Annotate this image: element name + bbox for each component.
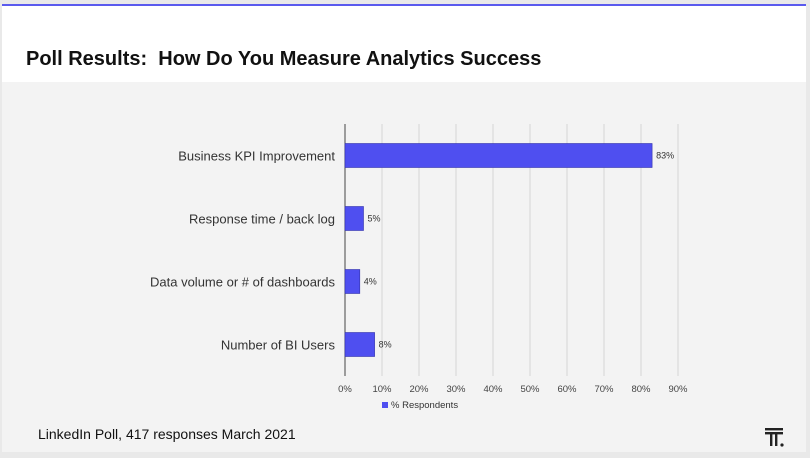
x-tick-label: 60% bbox=[557, 384, 577, 395]
bar bbox=[344, 206, 364, 231]
x-tick-label: 10% bbox=[372, 384, 392, 395]
category-label: Data volume or # of dashboards bbox=[150, 275, 335, 290]
legend-label: % Respondents bbox=[391, 400, 458, 411]
x-tick-label: 20% bbox=[409, 384, 429, 395]
footer-source: LinkedIn Poll, 417 responses March 2021 bbox=[38, 426, 296, 442]
x-tick-label: 0% bbox=[338, 384, 352, 395]
x-tick-label: 50% bbox=[520, 384, 540, 395]
data-label: 83% bbox=[656, 151, 674, 161]
bar bbox=[344, 269, 361, 294]
slide-title: Poll Results: How Do You Measure Analyti… bbox=[26, 48, 542, 70]
stacked-T-icon bbox=[765, 428, 784, 447]
bar bbox=[344, 143, 653, 168]
category-label: Response time / back log bbox=[189, 212, 335, 227]
x-tick-label: 40% bbox=[483, 384, 503, 395]
x-tick-label: 30% bbox=[446, 384, 466, 395]
slide: Poll Results: How Do You Measure Analyti… bbox=[2, 4, 806, 452]
category-label: Number of BI Users bbox=[221, 338, 336, 353]
bar bbox=[344, 332, 375, 357]
data-label: 4% bbox=[364, 277, 377, 287]
data-label: 8% bbox=[379, 340, 392, 350]
legend-swatch bbox=[382, 402, 388, 408]
x-tick-label: 80% bbox=[631, 384, 651, 395]
data-label: 5% bbox=[368, 214, 381, 224]
x-tick-label: 90% bbox=[668, 384, 688, 395]
x-tick-label: 70% bbox=[594, 384, 614, 395]
bar-chart: 0% 10% 20% 30% 40% 50% 60% 70% 80% 90% 83% Business… bbox=[150, 124, 688, 411]
category-label: Business KPI Improvement bbox=[178, 149, 335, 164]
title-band bbox=[2, 6, 806, 82]
